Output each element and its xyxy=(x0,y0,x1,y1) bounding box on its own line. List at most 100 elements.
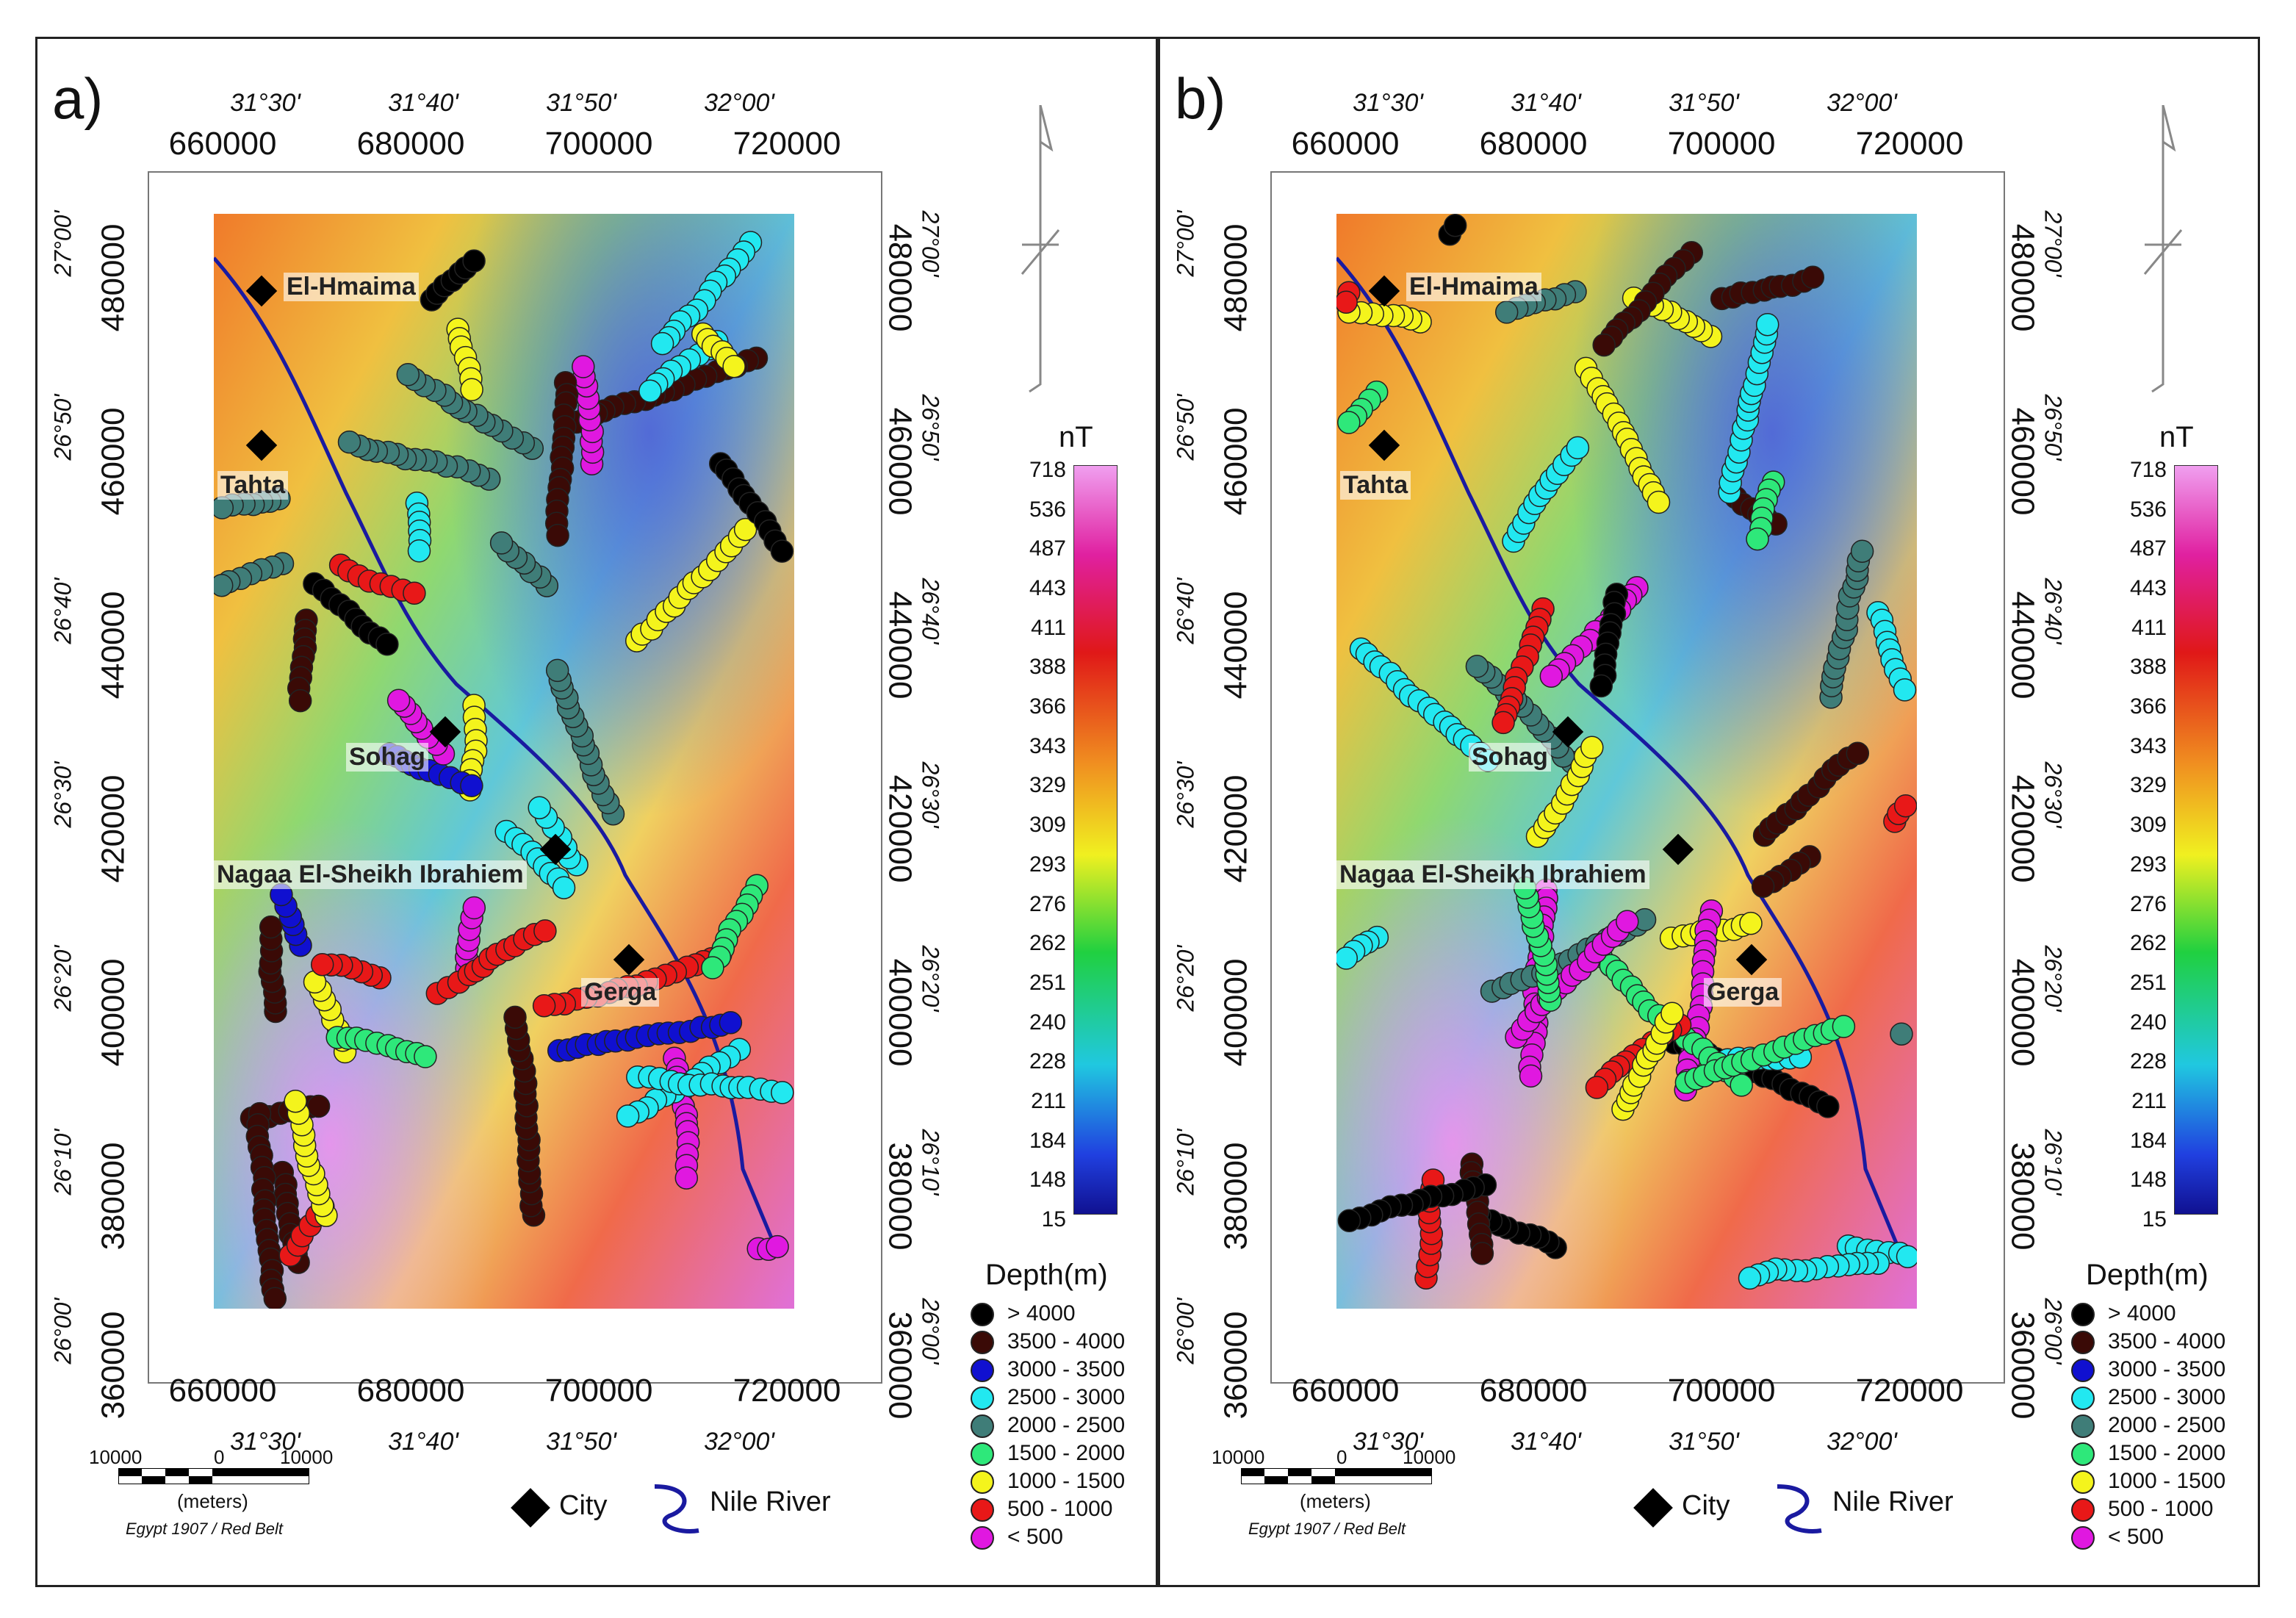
longitude-label: 32°00' xyxy=(1827,1428,1897,1456)
northing-label: 420000 xyxy=(2004,774,2041,883)
colorbar-tick: 718 xyxy=(2129,458,2167,482)
latitude-label: 26°30' xyxy=(49,761,76,828)
magnetic-map: El-Hmaima Tahta Sohag Nagaa El-Sheikh Ib… xyxy=(214,214,794,1309)
depth-solution-dot xyxy=(462,249,486,273)
legend-swatch xyxy=(971,1498,994,1522)
river-symbol-label: Nile River xyxy=(1832,1486,1954,1517)
legend-range: 3000 - 3500 xyxy=(1007,1357,1126,1381)
depth-solution-dot xyxy=(460,378,483,402)
depth-solution-dot xyxy=(650,331,674,356)
colorbar-tick: 536 xyxy=(1029,497,1066,522)
latitude-label: 26°50' xyxy=(1172,394,1199,461)
latitude-label: 26°40' xyxy=(2040,578,2067,644)
depth-solution-dot xyxy=(1337,411,1361,434)
colorbar-tick: 251 xyxy=(1029,970,1066,995)
city-label-sohag: Sohag xyxy=(346,743,428,772)
projection-label: Egypt 1907 / Red Belt xyxy=(1248,1520,1406,1538)
depth-solution-dot xyxy=(1755,312,1779,337)
depth-solution-dot xyxy=(1890,1022,1913,1046)
depth-solution-dot xyxy=(533,919,557,943)
colorbar-tick: 262 xyxy=(1029,931,1066,956)
depth-solution-dot xyxy=(701,956,724,979)
depth-solution-dot xyxy=(1893,678,1917,702)
colorbar-unit: nT xyxy=(1059,421,1093,453)
latitude-label: 27°00' xyxy=(2040,210,2067,277)
longitude-label: 32°00' xyxy=(704,1428,774,1456)
depth-solution-dot xyxy=(1850,539,1874,563)
map-panel-a: a) xyxy=(35,37,1158,1587)
depth-solution-dot xyxy=(214,573,234,597)
longitude-label: 31°40' xyxy=(388,89,458,117)
easting-label: 720000 xyxy=(1855,126,1964,162)
depth-solution-dot xyxy=(310,952,334,977)
colorbar-tick: 343 xyxy=(2129,733,2167,758)
depth-solution-dot xyxy=(1816,1095,1840,1118)
longitude-label: 31°40' xyxy=(1511,1428,1581,1456)
northing-label: 460000 xyxy=(882,407,918,516)
city-label-nagaa: Nagaa El-Sheikh Ibrahiem xyxy=(1336,860,1649,889)
depth-solution-dot xyxy=(407,539,431,563)
longitude-label: 31°30' xyxy=(230,89,301,117)
latitude-label: 27°00' xyxy=(1172,210,1199,277)
depth-solution-dot xyxy=(1580,736,1604,760)
city-marker xyxy=(245,275,278,307)
legend-range: 3500 - 4000 xyxy=(1007,1329,1126,1353)
legend-range: < 500 xyxy=(1007,1525,1063,1549)
northing-label: 380000 xyxy=(2004,1142,2041,1251)
river-symbol-label: Nile River xyxy=(710,1486,831,1517)
easting-label: 680000 xyxy=(356,1373,465,1409)
legend-swatch xyxy=(2071,1470,2095,1494)
depth-solution-dot xyxy=(1336,290,1358,314)
northing-label: 400000 xyxy=(1217,958,1254,1067)
legend-swatch xyxy=(2071,1526,2095,1550)
depth-solution-dot xyxy=(552,876,576,899)
depth-solution-dot xyxy=(1336,946,1358,970)
city-symbol-label: City xyxy=(559,1490,608,1521)
latitude-label: 27°00' xyxy=(49,210,76,277)
latitude-label: 26°00' xyxy=(49,1298,76,1364)
easting-label: 700000 xyxy=(1667,126,1776,162)
latitude-label: 26°20' xyxy=(917,945,944,1012)
northing-label: 480000 xyxy=(95,223,132,332)
depth-solution-dot xyxy=(674,1166,699,1190)
latitude-label: 26°50' xyxy=(917,394,944,461)
colorbar xyxy=(2174,465,2218,1215)
colorbar-tick: 411 xyxy=(1031,615,1066,640)
depth-solution-dot xyxy=(1337,1209,1361,1232)
colorbar-tick: 293 xyxy=(2129,852,2167,877)
depth-solution-dot xyxy=(386,688,411,712)
northing-label: 400000 xyxy=(2004,958,2041,1067)
colorbar xyxy=(1073,465,1118,1215)
river-symbol-icon xyxy=(654,1484,699,1533)
latitude-label: 27°00' xyxy=(917,210,944,277)
easting-label: 680000 xyxy=(1479,126,1588,162)
northing-label: 360000 xyxy=(1217,1311,1254,1420)
depth-solution-dot xyxy=(722,354,746,378)
easting-label: 660000 xyxy=(1291,126,1400,162)
legend-range: 1500 - 2000 xyxy=(2108,1441,2226,1465)
colorbar-tick: 443 xyxy=(1029,576,1066,601)
depth-solution-dots xyxy=(214,231,794,1309)
legend-range: 2000 - 2500 xyxy=(1007,1413,1126,1437)
colorbar-tick: 329 xyxy=(2129,773,2167,798)
depth-solution-dot xyxy=(546,523,569,547)
depth-solution-dots xyxy=(1336,214,1917,1290)
city-label-gerga: Gerga xyxy=(581,978,660,1007)
colorbar-unit: nT xyxy=(2159,421,2194,453)
northing-label: 420000 xyxy=(882,774,918,883)
legend-range: 2000 - 2500 xyxy=(2108,1413,2226,1437)
northing-label: 360000 xyxy=(882,1311,918,1420)
northing-label: 360000 xyxy=(95,1311,132,1420)
city-label-tahta: Tahta xyxy=(1340,471,1411,500)
magnetic-anomaly-field xyxy=(1336,214,1917,1309)
river-symbol-icon xyxy=(1777,1484,1822,1533)
northing-label: 480000 xyxy=(1217,223,1254,332)
latitude-label: 26°40' xyxy=(49,578,76,644)
legend-swatch xyxy=(971,1414,994,1438)
colorbar-tick: 276 xyxy=(2129,891,2167,916)
city-marker xyxy=(539,833,572,866)
northing-label: 480000 xyxy=(882,223,918,332)
colorbar-tick: 329 xyxy=(1029,773,1066,798)
colorbar-tick: 251 xyxy=(2129,970,2167,995)
colorbar-tick: 366 xyxy=(1029,694,1066,719)
